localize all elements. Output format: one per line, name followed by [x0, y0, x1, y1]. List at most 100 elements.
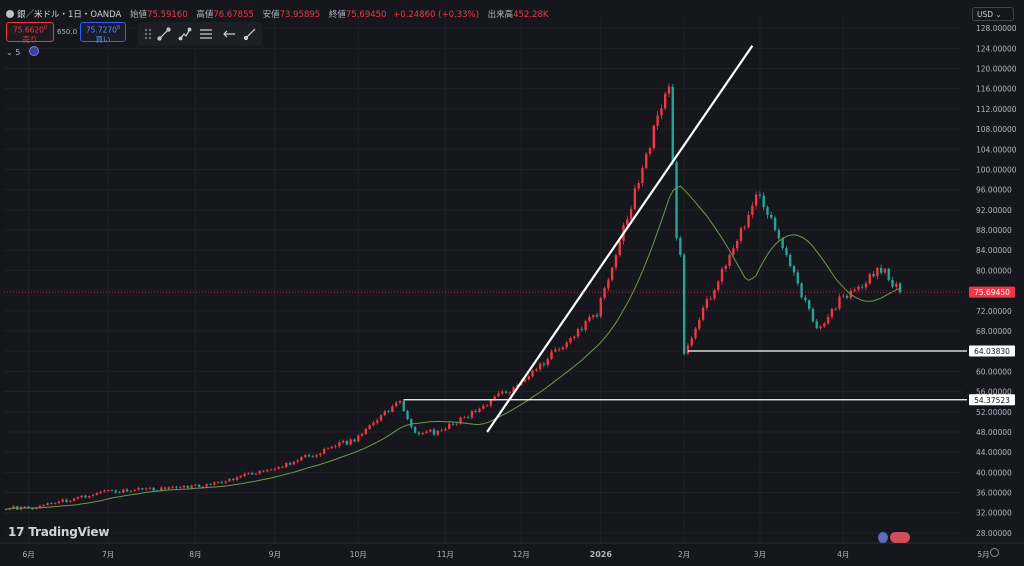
candle-body [686, 345, 690, 354]
candle-body [319, 453, 322, 456]
visibility-icon[interactable] [28, 46, 39, 56]
candle-body [209, 484, 212, 486]
multi-point-line-icon[interactable] [178, 27, 192, 41]
candle-body [580, 329, 584, 331]
candle-body [713, 290, 716, 299]
tv-logo-icon: 𝟭𝟳 [8, 525, 25, 539]
candle-body [440, 430, 443, 432]
candle-body [864, 283, 868, 288]
candle-body [95, 493, 99, 495]
candle-body [717, 281, 720, 291]
candle-body [281, 467, 284, 468]
candle-body [239, 475, 242, 478]
candle-body [815, 321, 818, 329]
last-price-label: 75.69450 [974, 288, 1010, 297]
candle-body [243, 473, 246, 476]
candle-body [103, 490, 106, 492]
candle-body [175, 486, 178, 488]
change-value: +0.24860 (+0.33%) [393, 10, 479, 20]
level-price-tag [969, 394, 1015, 406]
candle-body [698, 319, 701, 329]
candle-body [546, 358, 549, 365]
trend-line [486, 45, 754, 433]
candle-body [80, 495, 83, 498]
candle-body [91, 494, 95, 497]
candle-body [432, 429, 436, 435]
candle-body [413, 427, 417, 433]
candle-body [182, 485, 186, 488]
last-price-tag [969, 286, 1015, 298]
event-icon[interactable] [878, 532, 888, 543]
candle-body [478, 408, 481, 412]
candle-body [421, 432, 424, 435]
candle-body [501, 391, 504, 394]
candle-body [53, 503, 57, 504]
low-label: 安値 [262, 10, 280, 20]
y-tick-label: 68.00000 [976, 327, 1012, 336]
y-tick-label: 36.00000 [976, 489, 1012, 498]
buy-price-sup: 0 [116, 25, 121, 31]
candle-body [766, 207, 769, 215]
candle-body [61, 499, 64, 502]
candle-body [88, 496, 91, 498]
sell-button[interactable]: 75.66200 売り [6, 22, 54, 44]
candle-body [334, 446, 337, 448]
x-tick-label: 7月 [102, 550, 114, 559]
ray-line-icon[interactable] [243, 27, 257, 41]
settings-icon[interactable] [990, 548, 999, 557]
y-tick-label: 60.00000 [976, 367, 1012, 376]
candle-body [614, 255, 618, 268]
candle-body [508, 392, 512, 393]
y-tick-label: 104.00000 [976, 145, 1017, 154]
y-tick-label: 88.00000 [976, 226, 1012, 235]
symbol-name[interactable]: 銀／米ドル・1日・OANDA [17, 10, 122, 20]
candle-body [315, 455, 318, 457]
candle-body [72, 498, 76, 501]
candle-body [311, 456, 314, 458]
candle-body [194, 484, 197, 486]
x-tick-label: 9月 [269, 550, 281, 559]
drag-handle-icon[interactable] [142, 27, 156, 41]
candle-body [65, 499, 68, 502]
x-tick-label: 12月 [513, 550, 530, 559]
candle-body [626, 219, 629, 226]
candle-body [557, 349, 561, 351]
buy-label: 買い [95, 34, 111, 44]
candle-body [300, 456, 303, 461]
candle-body [425, 431, 428, 433]
candle-body [213, 482, 216, 485]
candle-body [436, 430, 440, 435]
candle-body [69, 500, 72, 502]
parallel-lines-icon[interactable] [199, 27, 213, 41]
candle-body [364, 429, 368, 434]
trend-line-icon[interactable] [157, 27, 171, 41]
buy-button[interactable]: 75.72700 買い [80, 22, 126, 44]
candle-body [739, 228, 743, 241]
candle-body [338, 442, 341, 447]
indicator-legend[interactable]: ⌄ 5 [6, 46, 39, 57]
candle-body [701, 307, 705, 320]
x-tick-label: 10月 [350, 550, 367, 559]
buy-price: 75.7270 [85, 25, 117, 35]
candle-body [179, 487, 182, 489]
news-badge-icon[interactable] [890, 532, 910, 543]
candle-body [383, 411, 386, 416]
candle-body [876, 268, 879, 277]
arrow-line-icon[interactable] [222, 27, 236, 41]
candle-body [144, 488, 148, 490]
candle-body [705, 299, 709, 308]
candle-body [368, 425, 371, 430]
candle-body [304, 455, 307, 457]
candle-body [186, 485, 189, 488]
candle-body [326, 448, 330, 450]
candle-body [656, 115, 659, 126]
currency-selector[interactable]: USD ⌄ [972, 7, 1014, 21]
candle-body [504, 391, 508, 393]
candle-body [554, 349, 557, 352]
candle-body [220, 482, 224, 483]
collapse-icon[interactable]: ⌄ [6, 48, 13, 57]
candle-body [307, 455, 311, 457]
x-tick-label: 8月 [189, 550, 201, 559]
candle-body [720, 268, 724, 282]
